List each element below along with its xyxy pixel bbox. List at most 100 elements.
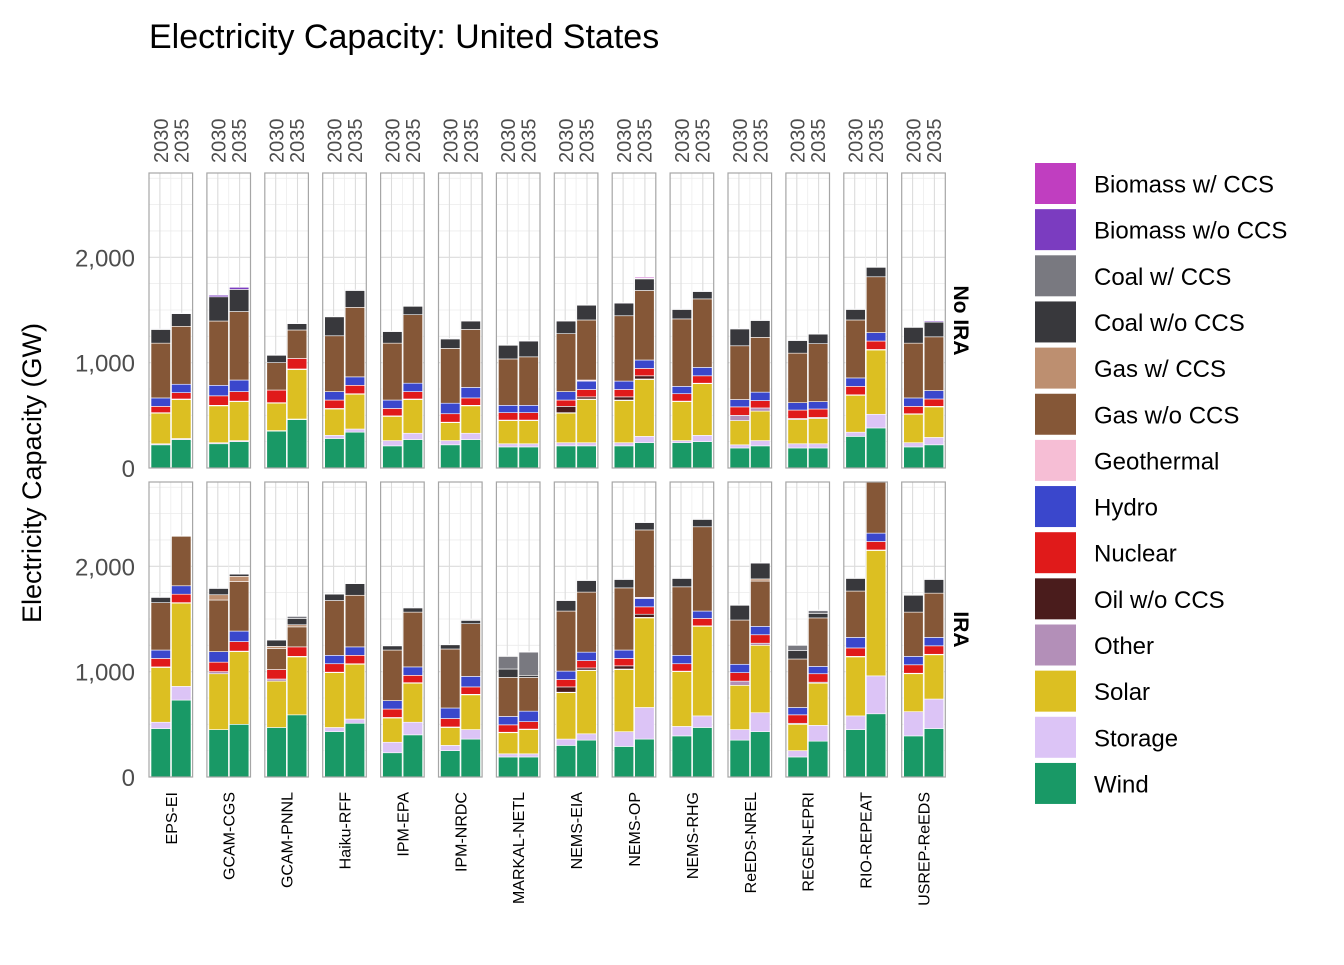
bar-segment-storage	[150, 721, 171, 729]
bar-segment-gas-w-o-ccs	[845, 590, 866, 638]
bar-segment-hydro	[555, 391, 577, 401]
bar-segment-coal-w-o-ccs	[750, 562, 771, 580]
bar-segment-storage	[923, 437, 945, 446]
stacked-bar-2030	[150, 328, 171, 469]
panel-no-ira	[264, 172, 309, 469]
bar-segment-gas-w-o-ccs	[171, 535, 192, 587]
legend-item-oil-w-o-ccs: Oil w/o CCS	[1035, 578, 1225, 620]
bar-segment-oil-w-o-ccs	[634, 613, 655, 618]
stacked-bar-2030	[671, 308, 692, 469]
bar-segment-storage	[613, 442, 635, 447]
legend-label: Coal w/o CCS	[1094, 310, 1245, 337]
bar-segment-gas-w-o-ccs	[576, 319, 597, 381]
bar-segment-biomass-w-o-ccs	[903, 326, 924, 328]
model-label: GCAM-PNNL	[280, 792, 297, 888]
stacked-bar-2030	[208, 294, 229, 469]
bar-segment-biomass-w-o-ccs	[402, 607, 423, 609]
stacked-bar-2035	[286, 322, 308, 469]
bar-segment-storage	[808, 443, 829, 449]
year-strip-label: 2030	[267, 119, 289, 164]
panel-no-ira	[380, 172, 425, 469]
legend-swatch	[1035, 716, 1076, 758]
bar-segment-hydro	[344, 646, 366, 656]
panel-border	[148, 481, 194, 778]
year-strip-label: 2035	[229, 119, 251, 164]
legend-label: Gas w/ CCS	[1094, 356, 1226, 383]
bar-segment-coal-w-o-ccs	[787, 340, 808, 354]
bar-segment-biomass-w-o-ccs	[692, 290, 713, 292]
bar-segment-other	[208, 671, 229, 675]
bar-segment-wind	[808, 447, 829, 469]
bar-segment-coal-w-o-ccs	[808, 613, 829, 619]
bar-segment-wind	[903, 446, 924, 469]
bar-segment-biomass-w-o-ccs	[692, 518, 713, 520]
panel-no-ira	[148, 172, 194, 469]
bar-segment-biomass-w-o-ccs	[324, 593, 345, 595]
bar-segment-gas-w-o-ccs	[460, 623, 481, 677]
bar-segment-nuclear	[266, 389, 287, 403]
bar-segment-biomass-w-o-ccs	[671, 308, 692, 310]
bar-segment-solar	[171, 399, 192, 439]
bar-segment-storage	[440, 745, 461, 751]
bar-segment-solar	[750, 410, 771, 441]
bar-segment-coal-w-o-ccs	[171, 313, 192, 327]
bar-segment-wind	[808, 740, 829, 778]
legend-label: Wind	[1094, 771, 1149, 798]
bar-segment-solar	[808, 682, 829, 726]
bar-segment-storage	[382, 440, 403, 447]
bar-segment-wind	[208, 443, 229, 469]
bar-segment-wind	[613, 746, 635, 778]
bar-segment-coal-w-o-ccs	[208, 296, 229, 322]
bar-segment-wind	[344, 722, 366, 778]
bar-segment-hydro	[498, 716, 519, 726]
bar-segment-wind	[750, 731, 771, 778]
panel-border	[785, 172, 831, 469]
year-strip-label: 2035	[866, 119, 888, 164]
bar-segment-nuclear	[808, 673, 829, 683]
bar-segment-storage	[576, 733, 597, 741]
bar-segment-wind	[576, 739, 597, 778]
bar-segment-coal-w-o-ccs	[402, 305, 423, 316]
bar-segment-oil-w-o-ccs	[613, 396, 635, 401]
bar-segment-coal-w-o-ccs	[555, 600, 577, 612]
bar-segment-gas-w-o-ccs	[923, 336, 945, 391]
bar-segment-coal-w-ccs	[518, 651, 539, 676]
bar-segment-nuclear	[729, 672, 750, 682]
legend-label: Biomass w/o CCS	[1094, 218, 1287, 245]
bar-segment-gas-w-o-ccs	[865, 276, 887, 333]
legend-swatch	[1035, 209, 1076, 251]
bar-segment-biomass-w-o-ccs	[266, 639, 287, 641]
bar-segment-wind	[171, 439, 192, 469]
bar-segment-nuclear	[518, 721, 539, 730]
bar-segment-solar	[923, 654, 945, 700]
bar-segment-biomass-w-o-ccs	[208, 587, 229, 589]
bar-segment-gas-w-o-ccs	[498, 677, 519, 717]
bar-segment-solar	[382, 717, 403, 743]
bar-segment-hydro	[923, 390, 945, 400]
bar-segment-wind	[787, 756, 808, 778]
bar-segment-coal-w-o-ccs	[382, 331, 403, 344]
year-strip-label: 2035	[750, 119, 772, 164]
bar-segment-biomass-w-o-ccs	[845, 308, 866, 310]
bar-segment-hydro	[613, 649, 635, 659]
bar-segment-biomass-w-o-ccs	[518, 340, 539, 342]
bar-segment-solar	[845, 395, 866, 433]
bar-segment-gas-w-o-ccs	[787, 352, 808, 403]
legend-label: Other	[1094, 633, 1154, 660]
bar-segment-nuclear	[903, 664, 924, 674]
bar-segment-biomass-w-o-ccs	[923, 578, 945, 580]
bar-segment-gas-w-o-ccs	[808, 343, 829, 402]
bar-segment-storage	[460, 729, 481, 740]
bar-segment-gas-w-o-ccs	[613, 315, 635, 382]
model-label: NEMS-EIA	[569, 792, 586, 870]
bar-segment-solar	[787, 419, 808, 445]
bar-segment-gas-w-o-ccs	[518, 356, 539, 406]
bar-segment-gas-w-o-ccs	[402, 314, 423, 384]
bar-segment-hydro	[634, 598, 655, 608]
bar-segment-hydro	[787, 402, 808, 411]
stacked-bar-2030	[440, 338, 461, 469]
panel-border	[264, 481, 309, 778]
